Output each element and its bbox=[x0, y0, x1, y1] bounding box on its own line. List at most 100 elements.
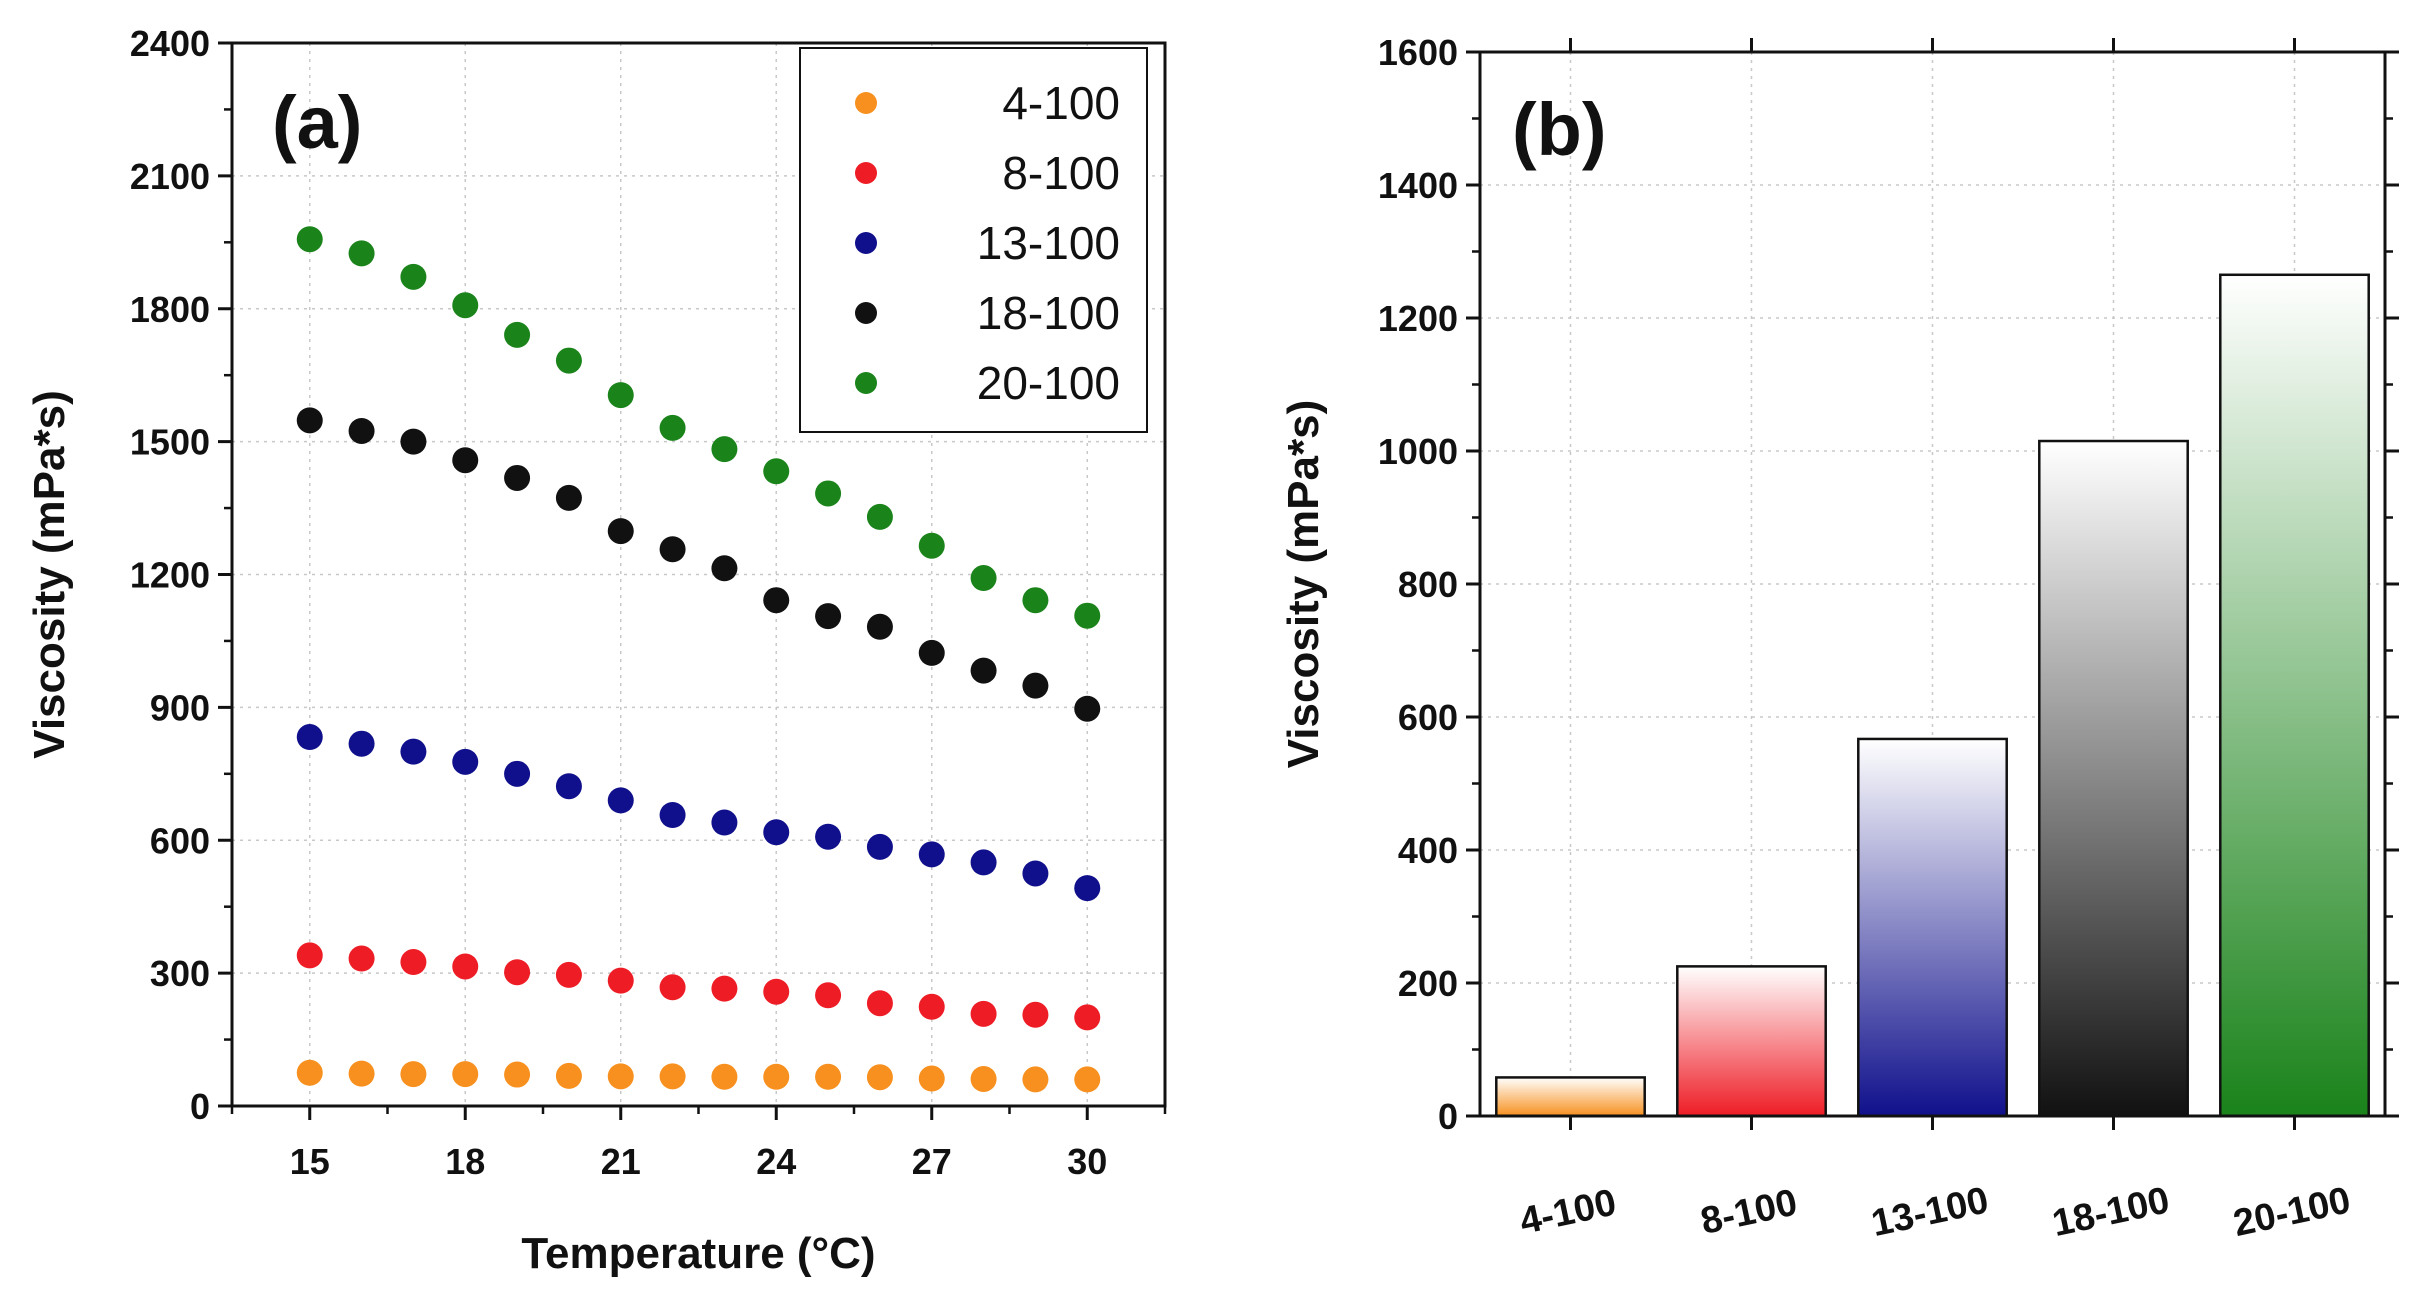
data-point bbox=[555, 961, 582, 988]
chart-a-y-tick-label: 300 bbox=[150, 953, 210, 994]
data-point bbox=[296, 407, 323, 434]
data-point bbox=[1022, 672, 1049, 699]
legend-label-8-100: 8-100 bbox=[1002, 147, 1120, 199]
data-point bbox=[763, 978, 790, 1005]
data-point bbox=[918, 532, 945, 559]
bar-13-100 bbox=[1857, 737, 2008, 1118]
data-point bbox=[711, 436, 738, 463]
legend-marker-4-100 bbox=[855, 92, 877, 114]
data-point bbox=[452, 447, 479, 474]
data-point bbox=[763, 458, 790, 485]
bar-4-100 bbox=[1495, 1076, 1646, 1118]
chart-b-category-label: 18-100 bbox=[2049, 1179, 2173, 1245]
chart-a-y-tick-label: 0 bbox=[190, 1086, 210, 1127]
chart-b-y-tick-label: 800 bbox=[1398, 564, 1458, 605]
chart-b-y-tick-label: 600 bbox=[1398, 697, 1458, 738]
chart-a-y-tick-label: 1800 bbox=[130, 289, 210, 330]
data-point bbox=[659, 974, 686, 1001]
data-point bbox=[296, 226, 323, 253]
data-point bbox=[400, 263, 427, 290]
data-point bbox=[1022, 1001, 1049, 1028]
chart-a: 0 300 600 900 1200 1500 1800 2100 2400 15 18 21 24 2… bbox=[25, 23, 1167, 1278]
legend-label-20-100: 20-100 bbox=[977, 357, 1120, 409]
data-point bbox=[452, 1061, 479, 1088]
chart-a-y-tick-label: 1500 bbox=[130, 422, 210, 463]
chart-a-x-tick-label: 24 bbox=[756, 1141, 796, 1182]
data-point bbox=[866, 833, 893, 860]
data-point bbox=[815, 480, 842, 507]
data-point bbox=[348, 240, 375, 267]
data-point bbox=[763, 587, 790, 614]
data-point bbox=[555, 347, 582, 374]
chart-a-points bbox=[296, 226, 1101, 1093]
data-point bbox=[815, 603, 842, 630]
chart-a-y-tick-label: 600 bbox=[150, 820, 210, 861]
legend-label-4-100: 4-100 bbox=[1002, 77, 1120, 129]
data-point bbox=[348, 730, 375, 757]
data-point bbox=[815, 1063, 842, 1090]
bar-20-100 bbox=[2219, 273, 2370, 1118]
data-point bbox=[918, 639, 945, 666]
data-point bbox=[452, 292, 479, 319]
data-point bbox=[866, 503, 893, 530]
series-20-100 bbox=[296, 226, 1101, 629]
chart-a-y-tick-label: 1200 bbox=[130, 555, 210, 596]
data-point bbox=[504, 321, 531, 348]
data-point bbox=[866, 990, 893, 1017]
data-point bbox=[918, 1065, 945, 1092]
data-point bbox=[555, 484, 582, 511]
legend-marker-8-100 bbox=[855, 162, 877, 184]
series-4-100 bbox=[296, 1059, 1101, 1093]
data-point bbox=[504, 464, 531, 491]
data-point bbox=[711, 555, 738, 582]
chart-b-y-axis: 0 200 400 600 800 1000 1200 1400 1600 bbox=[1378, 32, 2399, 1137]
chart-a-x-tick-label: 18 bbox=[445, 1141, 485, 1182]
data-point bbox=[504, 959, 531, 986]
data-point bbox=[400, 428, 427, 455]
chart-b-y-tick-label: 1200 bbox=[1378, 298, 1458, 339]
data-point bbox=[815, 982, 842, 1009]
chart-a-y-tick-label: 900 bbox=[150, 687, 210, 728]
chart-b-y-tick-label: 200 bbox=[1398, 963, 1458, 1004]
chart-a-x-tick-label: 21 bbox=[601, 1141, 641, 1182]
data-point bbox=[348, 417, 375, 444]
data-point bbox=[970, 1000, 997, 1027]
data-point bbox=[711, 809, 738, 836]
data-point bbox=[763, 1063, 790, 1090]
data-point bbox=[970, 1065, 997, 1092]
data-point bbox=[452, 953, 479, 980]
chart-a-legend-box bbox=[799, 47, 1148, 433]
data-point bbox=[815, 823, 842, 850]
data-point bbox=[504, 760, 531, 787]
data-point bbox=[1074, 875, 1101, 902]
data-point bbox=[607, 967, 634, 994]
data-point bbox=[504, 1061, 531, 1088]
data-point bbox=[970, 849, 997, 876]
data-point bbox=[918, 841, 945, 868]
data-point bbox=[970, 565, 997, 592]
chart-b-category-label: 20-100 bbox=[2230, 1179, 2354, 1245]
data-point bbox=[607, 787, 634, 814]
data-point bbox=[1074, 695, 1101, 722]
data-point bbox=[348, 945, 375, 972]
data-point bbox=[659, 802, 686, 829]
data-point bbox=[296, 942, 323, 969]
bar-8-100 bbox=[1676, 965, 1827, 1118]
chart-a-y-tick-label: 2400 bbox=[130, 23, 210, 64]
data-point bbox=[711, 975, 738, 1002]
data-point bbox=[1022, 860, 1049, 887]
bar-18-100 bbox=[2038, 439, 2189, 1118]
chart-b-y-tick-label: 400 bbox=[1398, 830, 1458, 871]
data-point bbox=[348, 1060, 375, 1087]
chart-b-y-tick-label: 1600 bbox=[1378, 32, 1458, 73]
data-point bbox=[607, 382, 634, 409]
legend-marker-18-100 bbox=[855, 302, 877, 324]
data-point bbox=[555, 1062, 582, 1089]
chart-b: 0 200 400 600 800 1000 1200 1400 1600 4-100 8-100… bbox=[1279, 32, 2399, 1245]
series-8-100 bbox=[296, 942, 1101, 1031]
chart-b-bars bbox=[1495, 273, 2370, 1118]
data-point bbox=[659, 414, 686, 441]
chart-b-category-label: 8-100 bbox=[1697, 1182, 1801, 1243]
data-point bbox=[400, 738, 427, 765]
